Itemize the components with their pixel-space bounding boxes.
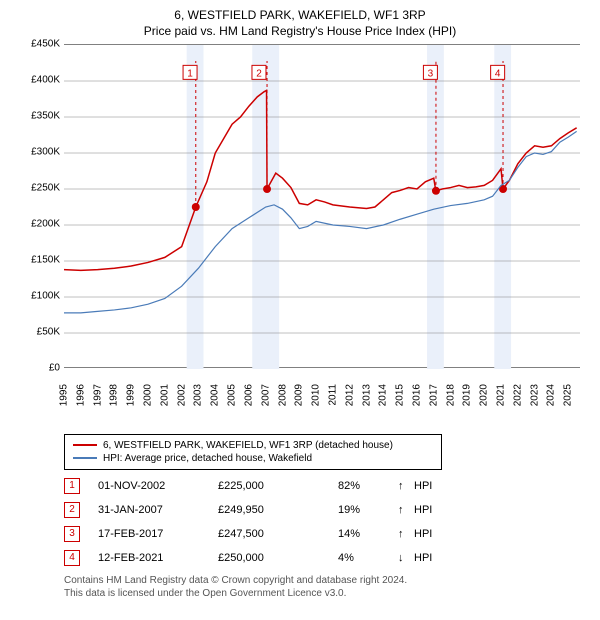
x-axis-label: 2004 xyxy=(210,384,221,406)
x-axis-label: 2008 xyxy=(277,384,288,406)
x-axis-label: 2024 xyxy=(546,384,557,406)
x-axis-label: 2005 xyxy=(227,384,238,406)
x-axis-label: 2011 xyxy=(327,384,338,406)
x-axis-label: 2023 xyxy=(529,384,540,406)
sale-direction-icon: ↓ xyxy=(398,552,414,564)
sale-marker: 4 xyxy=(64,550,80,566)
x-axis-label: 2013 xyxy=(361,384,372,406)
y-axis-label: £450K xyxy=(31,38,60,49)
sale-vs-label: HPI xyxy=(414,552,432,564)
sale-price: £249,950 xyxy=(218,504,338,516)
y-axis-label: £250K xyxy=(31,182,60,193)
x-axis-label: 2016 xyxy=(411,384,422,406)
sale-row: 3 17-FEB-2017£247,50014%↑HPI xyxy=(64,526,544,542)
x-axis-label: 1997 xyxy=(92,384,103,406)
y-axis-label: £50K xyxy=(37,326,60,337)
sale-pct: 4% xyxy=(338,552,398,564)
legend-label: 6, WESTFIELD PARK, WAKEFIELD, WF1 3RP (d… xyxy=(103,440,393,451)
legend-label: HPI: Average price, detached house, Wake… xyxy=(103,453,312,464)
y-axis-label: £200K xyxy=(31,218,60,229)
x-axis-label: 2019 xyxy=(462,384,473,406)
chart-title-line1: 6, WESTFIELD PARK, WAKEFIELD, WF1 3RP xyxy=(10,8,590,24)
y-axis-label: £0 xyxy=(49,362,60,373)
x-axis-label: 2006 xyxy=(243,384,254,406)
x-axis-label: 2007 xyxy=(260,384,271,406)
legend-item: HPI: Average price, detached house, Wake… xyxy=(73,452,433,465)
sale-pct: 19% xyxy=(338,504,398,516)
y-axis-label: £150K xyxy=(31,254,60,265)
sale-vs-label: HPI xyxy=(414,504,432,516)
sale-direction-icon: ↑ xyxy=(398,480,414,492)
sale-vs-label: HPI xyxy=(414,528,432,540)
x-axis-label: 2022 xyxy=(512,384,523,406)
x-axis-label: 2025 xyxy=(563,384,574,406)
x-axis-label: 1999 xyxy=(126,384,137,406)
chart-title-line2: Price paid vs. HM Land Registry's House … xyxy=(10,24,590,38)
sale-pct: 14% xyxy=(338,528,398,540)
y-axis-label: £400K xyxy=(31,74,60,85)
legend-swatch xyxy=(73,444,97,446)
x-axis-label: 2003 xyxy=(193,384,204,406)
x-axis-label: 2015 xyxy=(395,384,406,406)
sale-date: 31-JAN-2007 xyxy=(98,504,218,516)
x-axis-label: 2000 xyxy=(143,384,154,406)
x-axis-label: 2014 xyxy=(378,384,389,406)
svg-text:4: 4 xyxy=(495,68,501,79)
y-axis-label: £300K xyxy=(31,146,60,157)
x-axis-label: 2010 xyxy=(311,384,322,406)
sale-row: 2 31-JAN-2007£249,95019%↑HPI xyxy=(64,502,544,518)
legend: 6, WESTFIELD PARK, WAKEFIELD, WF1 3RP (d… xyxy=(64,434,442,470)
legend-swatch xyxy=(73,457,97,459)
y-axis-label: £100K xyxy=(31,290,60,301)
sale-date: 01-NOV-2002 xyxy=(98,480,218,492)
legend-item: 6, WESTFIELD PARK, WAKEFIELD, WF1 3RP (d… xyxy=(73,439,433,452)
x-axis-label: 2001 xyxy=(159,384,170,406)
svg-text:1: 1 xyxy=(187,68,193,79)
x-axis-label: 2009 xyxy=(294,384,305,406)
footer-line1: Contains HM Land Registry data © Crown c… xyxy=(64,574,590,587)
svg-text:2: 2 xyxy=(256,68,262,79)
x-axis-label: 2018 xyxy=(445,384,456,406)
sale-date: 12-FEB-2021 xyxy=(98,552,218,564)
sale-direction-icon: ↑ xyxy=(398,504,414,516)
y-axis-label: £350K xyxy=(31,110,60,121)
sale-direction-icon: ↑ xyxy=(398,528,414,540)
footer: Contains HM Land Registry data © Crown c… xyxy=(64,574,590,600)
sale-row: 4 12-FEB-2021£250,0004%↓HPI xyxy=(64,550,544,566)
sale-pct: 82% xyxy=(338,480,398,492)
price-chart: £0 £50K £100K £150K £200K £250K £300K £350K £400… xyxy=(20,44,580,384)
sale-date: 17-FEB-2017 xyxy=(98,528,218,540)
x-axis-label: 1998 xyxy=(109,384,120,406)
sale-marker: 3 xyxy=(64,526,80,542)
x-axis-label: 1996 xyxy=(75,384,86,406)
sale-price: £250,000 xyxy=(218,552,338,564)
footer-line2: This data is licensed under the Open Gov… xyxy=(64,587,590,600)
x-axis-label: 2002 xyxy=(176,384,187,406)
svg-text:3: 3 xyxy=(428,68,434,79)
sale-marker: 1 xyxy=(64,478,80,494)
sale-price: £247,500 xyxy=(218,528,338,540)
sale-marker: 2 xyxy=(64,502,80,518)
x-axis-label: 2017 xyxy=(428,384,439,406)
sale-price: £225,000 xyxy=(218,480,338,492)
sale-vs-label: HPI xyxy=(414,480,432,492)
x-axis-label: 1995 xyxy=(59,384,70,406)
x-axis-label: 2020 xyxy=(479,384,490,406)
x-axis-label: 2021 xyxy=(496,384,507,406)
sale-row: 1 01-NOV-2002£225,00082%↑HPI xyxy=(64,478,544,494)
x-axis-label: 2012 xyxy=(344,384,355,406)
